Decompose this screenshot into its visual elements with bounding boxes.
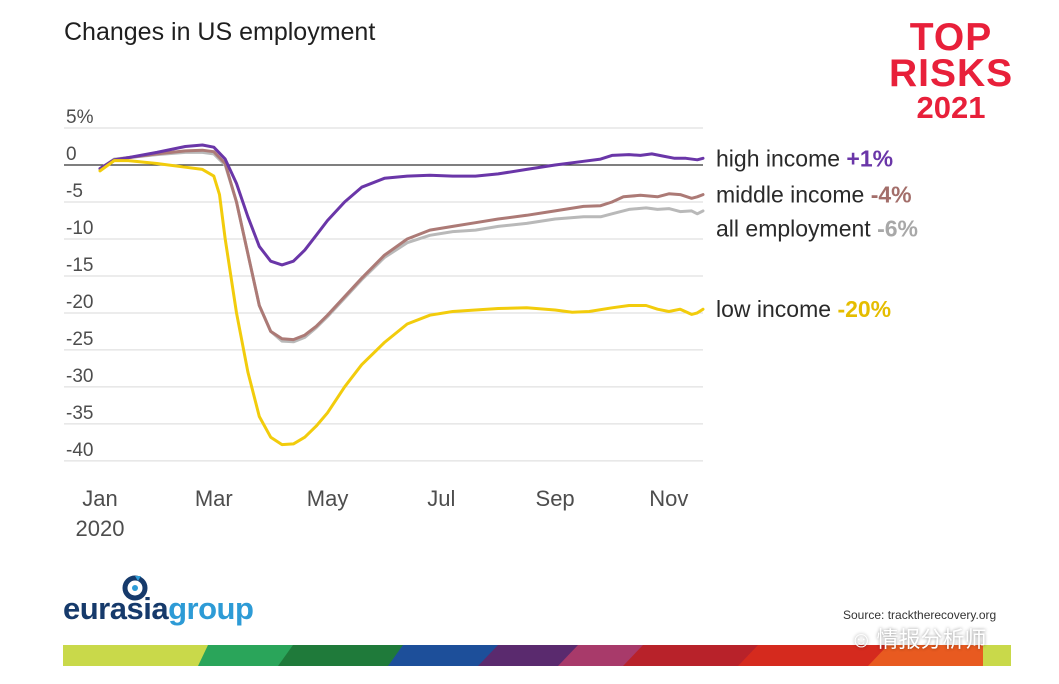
y-tick-label: -10 bbox=[66, 218, 93, 239]
top-risks-logo: TOP RISKS 2021 bbox=[889, 16, 1014, 125]
brand-line-2: RISKS bbox=[889, 51, 1014, 95]
y-tick-label: -15 bbox=[66, 255, 93, 276]
series-line-high-income bbox=[98, 143, 705, 267]
series-label-value: -20% bbox=[837, 296, 891, 322]
series-lines bbox=[98, 143, 705, 447]
brand-line-3: 2021 bbox=[916, 89, 986, 125]
series-label-all-employment: all employment -6% bbox=[716, 216, 918, 242]
source-note: Source: tracktherecovery.org bbox=[843, 608, 997, 622]
x-axis-ticks: Jan 2020 Mar May Jul Sep Nov bbox=[76, 486, 689, 541]
series-label-middle-income: middle income -4% bbox=[716, 182, 912, 208]
x-tick-label: Jan bbox=[82, 486, 117, 511]
grid-lines bbox=[64, 127, 703, 462]
eurasia-group-mark-icon bbox=[122, 575, 148, 601]
brand-line-1: TOP bbox=[909, 16, 993, 59]
series-label-name: all employment bbox=[716, 216, 877, 242]
watermark: ☺ 情报分析师 bbox=[850, 622, 986, 654]
x-tick-sublabel: 2020 bbox=[76, 516, 125, 541]
employment-line-chart: 5% 0 -5 -10 -15 -20 -25 -30 -35 -40 Jan 2020 Mar May… bbox=[64, 107, 918, 541]
x-tick-label: Sep bbox=[536, 486, 575, 511]
decorative-color-band bbox=[63, 645, 1011, 666]
y-tick-label: -30 bbox=[66, 366, 93, 387]
series-label-low-income: low income -20% bbox=[716, 296, 891, 322]
series-label-value: +1% bbox=[846, 145, 893, 171]
x-tick-label: Nov bbox=[649, 486, 688, 511]
y-tick-label: -25 bbox=[66, 329, 93, 350]
x-tick-label: Mar bbox=[195, 486, 233, 511]
series-line-low-income bbox=[98, 159, 705, 447]
x-tick-label: Jul bbox=[427, 486, 455, 511]
y-tick-label: -20 bbox=[66, 292, 93, 313]
watermark-text: 情报分析师 bbox=[876, 627, 987, 652]
chat-bubble-icon: ☺ bbox=[850, 627, 873, 652]
x-tick-label: May bbox=[307, 486, 349, 511]
y-tick-label: 5% bbox=[66, 107, 94, 128]
y-tick-label: -35 bbox=[66, 403, 93, 424]
y-axis-ticks: 5% 0 -5 -10 -15 -20 -25 -30 -35 -40 bbox=[66, 107, 94, 461]
series-label-name: high income bbox=[716, 145, 846, 171]
logo-word-eurasia: eurasia bbox=[63, 591, 169, 626]
series-label-value: -6% bbox=[877, 216, 918, 242]
series-label-name: low income bbox=[716, 296, 837, 322]
y-tick-label: -40 bbox=[66, 440, 93, 461]
y-tick-label: -5 bbox=[66, 181, 83, 202]
series-label-name: middle income bbox=[716, 182, 871, 208]
chart-title: Changes in US employment bbox=[64, 18, 376, 46]
logo-wordmark: eurasiagroup bbox=[63, 591, 254, 627]
y-tick-label: 0 bbox=[66, 144, 77, 165]
logo-word-group: group bbox=[168, 591, 254, 626]
series-line-middle-income bbox=[98, 148, 705, 342]
series-label-value: -4% bbox=[871, 182, 912, 208]
series-label-high-income: high income +1% bbox=[716, 145, 893, 171]
series-labels: high income +1% middle income -4% all empl… bbox=[716, 145, 918, 322]
